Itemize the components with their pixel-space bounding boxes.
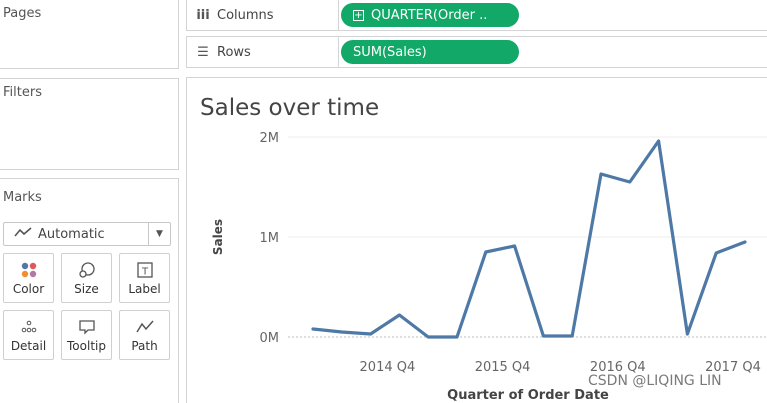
size-label: Size xyxy=(74,282,99,296)
color-button[interactable]: Color xyxy=(3,253,54,303)
filters-shelf[interactable]: Filters xyxy=(0,78,179,170)
viz-area[interactable]: Sales over time 0M 1M 2M Sales 2014 Q4 2015 Q… xyxy=(186,77,767,403)
data-point xyxy=(512,243,518,249)
viz-title: Sales over time xyxy=(200,95,380,121)
pill-label: SUM(Sales) xyxy=(353,44,427,60)
mark-type-value: Automatic xyxy=(38,226,105,242)
x-tick-label: 2016 Q4 xyxy=(590,360,646,375)
rows-shelf-label: ☰ Rows xyxy=(187,37,339,67)
data-point xyxy=(569,333,575,339)
sales-line xyxy=(311,139,747,339)
chevron-down-icon[interactable]: ▼ xyxy=(148,223,170,245)
data-point xyxy=(396,312,402,318)
path-icon xyxy=(120,317,169,337)
data-point xyxy=(425,334,431,340)
path-button[interactable]: Path xyxy=(119,310,170,360)
data-point xyxy=(454,334,460,340)
size-button[interactable]: Size xyxy=(61,253,112,303)
expand-plus-icon[interactable]: + xyxy=(353,9,364,21)
detail-button[interactable]: Detail xyxy=(3,310,54,360)
sum-sales-pill[interactable]: SUM(Sales) xyxy=(341,40,519,64)
rows-label: Rows xyxy=(217,44,251,60)
marks-card: Marks Automatic ▼ Color Size T xyxy=(0,178,179,403)
label-icon: T xyxy=(120,260,169,280)
y-tick-label: 0M xyxy=(260,331,280,346)
line-chart[interactable]: 0M 1M 2M Sales 2014 Q4 2015 Q4 2016 Q4 2017 Q4 Q… xyxy=(187,78,767,403)
color-dots-icon xyxy=(4,260,53,280)
data-point xyxy=(310,326,316,332)
pages-shelf[interactable]: Pages xyxy=(0,0,179,69)
pill-label: QUARTER(Order .. xyxy=(371,7,488,23)
mark-type-dropdown[interactable]: Automatic ▼ xyxy=(3,222,171,246)
data-point xyxy=(684,331,690,337)
data-point xyxy=(368,331,374,337)
columns-icon: iii xyxy=(196,7,210,23)
data-point xyxy=(598,171,604,177)
tooltip-button[interactable]: Tooltip xyxy=(61,310,112,360)
data-point xyxy=(483,249,489,255)
detail-dots-icon xyxy=(4,317,53,337)
path-label: Path xyxy=(131,339,158,353)
columns-shelf-label: iii Columns xyxy=(187,0,339,30)
quarter-order-date-pill[interactable]: + QUARTER(Order .. xyxy=(341,3,519,27)
detail-label: Detail xyxy=(10,339,47,353)
rows-shelf[interactable]: ☰ Rows SUM(Sales) xyxy=(186,36,767,68)
watermark: CSDN @LIQING LIN xyxy=(588,373,722,389)
line-mark-icon xyxy=(14,226,32,242)
label-button[interactable]: T Label xyxy=(119,253,170,303)
x-tick-label: 2017 Q4 xyxy=(705,360,761,375)
data-point xyxy=(656,138,662,144)
columns-shelf[interactable]: iii Columns + QUARTER(Order .. xyxy=(186,0,767,31)
data-point xyxy=(713,250,719,256)
marks-title: Marks xyxy=(3,190,42,205)
data-point xyxy=(540,333,546,339)
y-axis-title: Sales xyxy=(211,219,225,255)
data-point xyxy=(627,179,633,185)
tooltip-icon xyxy=(62,317,111,337)
y-tick-label: 1M xyxy=(260,231,280,246)
filters-title: Filters xyxy=(3,85,42,100)
x-tick-label: 2015 Q4 xyxy=(475,360,531,375)
columns-label: Columns xyxy=(217,7,274,23)
svg-text:T: T xyxy=(140,267,148,278)
color-label: Color xyxy=(12,282,45,296)
tooltip-label: Tooltip xyxy=(67,339,106,353)
data-point xyxy=(339,329,345,335)
y-tick-label: 2M xyxy=(260,131,280,146)
label-label: Label xyxy=(128,282,161,296)
x-tick-label: 2014 Q4 xyxy=(360,360,416,375)
pages-title: Pages xyxy=(3,6,42,21)
rows-icon: ☰ xyxy=(197,44,209,60)
x-axis-title: Quarter of Order Date xyxy=(447,388,609,403)
data-point xyxy=(742,239,748,245)
size-icon xyxy=(62,260,111,280)
